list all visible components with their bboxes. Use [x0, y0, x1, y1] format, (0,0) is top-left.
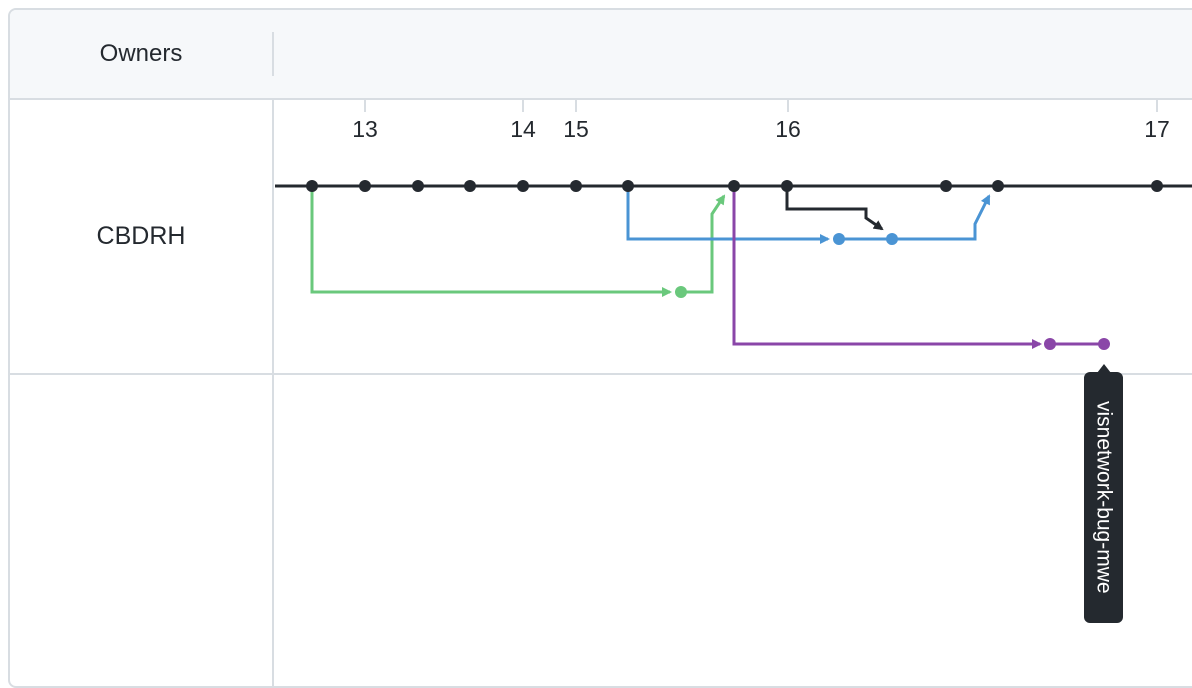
commit-dot[interactable] — [306, 180, 318, 192]
header-bar: Owners — [10, 10, 1192, 100]
branch-tag-label: visnetwork-bug-mwe — [1092, 401, 1116, 594]
blue-commit-dot[interactable] — [886, 233, 898, 245]
network-graph-panel: Owners CBDRH — [8, 8, 1192, 688]
owner-column-divider — [272, 98, 274, 686]
tick-label-13: 13 — [352, 116, 378, 142]
green-merge-line — [681, 194, 726, 294]
branch-tag[interactable] — [1084, 372, 1123, 623]
blue-merge-line — [892, 194, 991, 241]
row-divider — [10, 373, 1192, 375]
commit-dot[interactable] — [781, 180, 793, 192]
blue-branch-line — [626, 186, 830, 244]
header-separator — [272, 32, 274, 76]
commit-dot[interactable] — [940, 180, 952, 192]
commit-graph: 13 14 15 16 17 — [275, 98, 1192, 350]
owners-column-header: Owners — [99, 40, 183, 67]
commit-dot[interactable] — [992, 180, 1004, 192]
commit-dot[interactable] — [359, 180, 371, 192]
blue-commit-dot[interactable] — [833, 233, 845, 245]
purple-commit-dot[interactable] — [1098, 338, 1110, 350]
tick-label-16: 16 — [775, 116, 801, 142]
commit-dot[interactable] — [1151, 180, 1163, 192]
tag-pointer — [1097, 364, 1111, 373]
green-commit-dot[interactable] — [675, 286, 687, 298]
commit-dot[interactable] — [412, 180, 424, 192]
black-merge-line — [785, 186, 884, 231]
owner-name-cbdrh[interactable]: CBDRH — [96, 222, 186, 250]
green-branch-line — [310, 186, 672, 297]
tick-label-17: 17 — [1144, 116, 1170, 142]
commit-dot[interactable] — [517, 180, 529, 192]
commit-dot[interactable] — [570, 180, 582, 192]
purple-branch-line — [732, 186, 1042, 349]
tick-marks — [364, 98, 1158, 112]
commit-dot[interactable] — [622, 180, 634, 192]
commit-dot[interactable] — [464, 180, 476, 192]
tick-label-14: 14 — [510, 116, 536, 142]
purple-commit-dot[interactable] — [1044, 338, 1056, 350]
tick-label-15: 15 — [563, 116, 589, 142]
commit-dot[interactable] — [728, 180, 740, 192]
